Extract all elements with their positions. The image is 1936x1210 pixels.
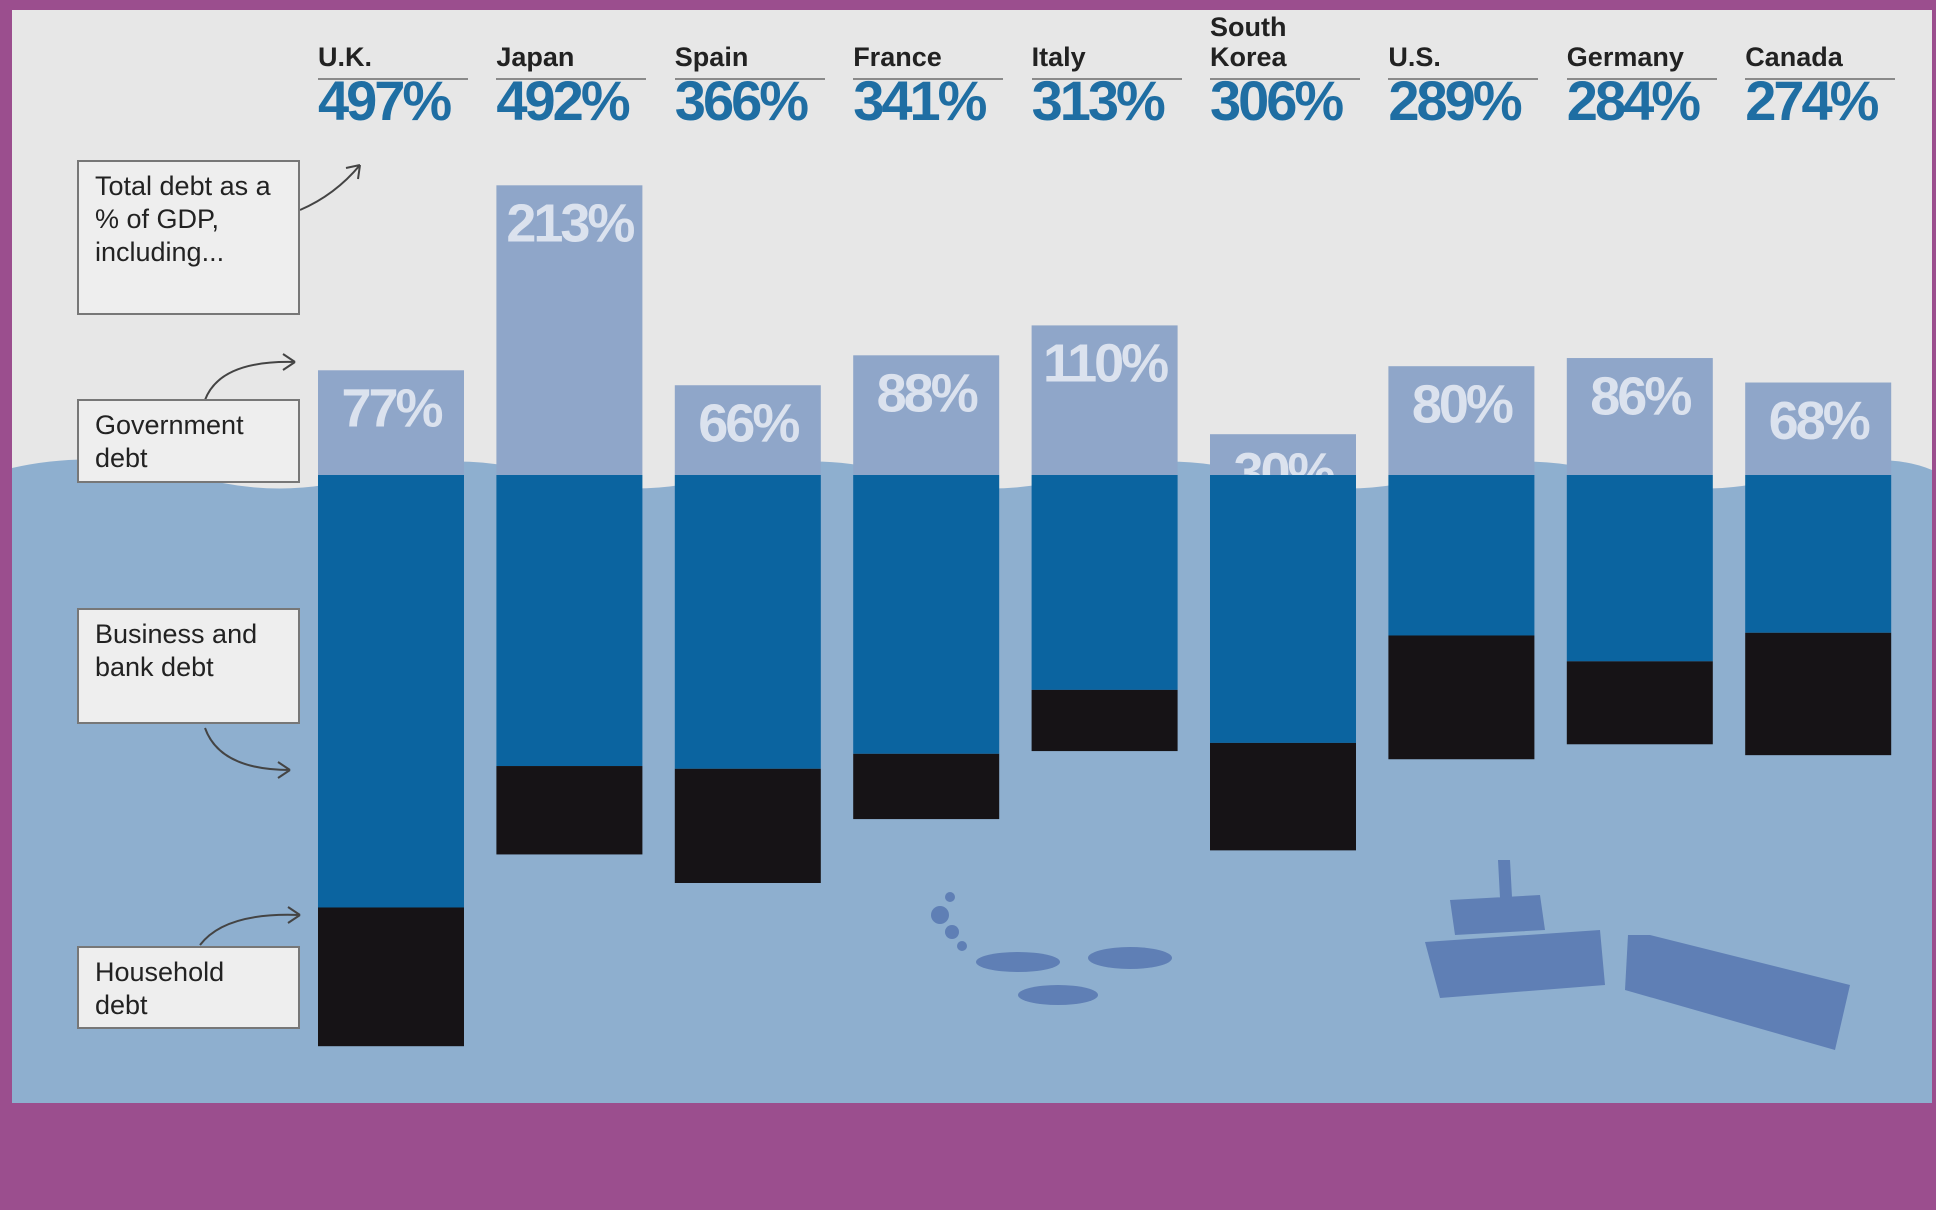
value-label: 77%	[341, 379, 442, 439]
total-label: 274%	[1745, 69, 1879, 132]
bar-segment	[1745, 632, 1892, 756]
bar-segment	[496, 766, 643, 855]
bar-segment	[1210, 742, 1356, 851]
legend-title: Total debt as a % of GDP, including...	[77, 160, 300, 315]
total-label: 313%	[1031, 69, 1166, 132]
category-label: Germany	[1566, 6, 1717, 80]
decoration	[931, 860, 1850, 1050]
bar-segment	[1388, 366, 1535, 475]
category-label: U.K.	[318, 6, 468, 80]
bar-segment	[853, 753, 1000, 820]
category-label: Canada	[1745, 6, 1896, 80]
bar-segment	[1031, 475, 1178, 690]
total-label: 306%	[1210, 69, 1344, 132]
bar-segment	[318, 475, 464, 908]
value-label: 66%	[698, 394, 799, 454]
total-label: 284%	[1566, 69, 1701, 132]
value-label: 68%	[1769, 391, 1870, 451]
bar-segment	[674, 475, 821, 769]
legend-entry: Household debt	[77, 946, 300, 1029]
category-label: Spain	[674, 6, 825, 80]
total-label: 289%	[1388, 69, 1522, 132]
total-label: 341%	[853, 69, 987, 132]
bar-segment	[1031, 689, 1178, 752]
bar-segment	[1210, 475, 1356, 743]
legend-entry: Government debt	[77, 399, 300, 483]
total-label: 497%	[318, 69, 452, 132]
total-label: 492%	[496, 69, 630, 132]
value-label: 88%	[877, 364, 978, 424]
bar-segment	[853, 355, 1000, 475]
value-label: 213%	[506, 194, 634, 254]
bar-segment	[496, 475, 643, 767]
value-label: 110%	[1043, 334, 1168, 394]
bar-segment	[1388, 635, 1535, 760]
value-label: 80%	[1412, 374, 1513, 434]
arrows	[199, 164, 361, 946]
bar-segment	[1745, 475, 1892, 633]
category-label: U.S.	[1388, 6, 1539, 80]
category-label: Italy	[1031, 6, 1182, 80]
bar-segment	[318, 370, 464, 475]
bar-segment	[1745, 382, 1892, 475]
category-label: Japan	[496, 6, 647, 80]
bars: 77%213%66% 88% 110%30%80% 86% 68%	[318, 185, 1892, 1047]
bar-segment	[674, 385, 821, 475]
bar-segment	[674, 768, 821, 883]
bar-segment	[1566, 358, 1713, 475]
value-label: 86%	[1590, 366, 1691, 426]
bar-segment	[1566, 475, 1713, 662]
bar-segment	[1210, 434, 1356, 475]
bar-segment	[496, 185, 643, 475]
bar-segment	[318, 907, 464, 1047]
category-label: South Korea	[1210, 6, 1360, 80]
bar-segment	[1388, 475, 1535, 636]
total-label: 366%	[674, 69, 809, 132]
legend-entry: Business and bank debt	[77, 608, 300, 724]
bar-segment	[1031, 325, 1178, 475]
bar-segment	[1566, 661, 1713, 745]
bar-segment	[853, 475, 1000, 754]
category-label: France	[853, 6, 1004, 80]
